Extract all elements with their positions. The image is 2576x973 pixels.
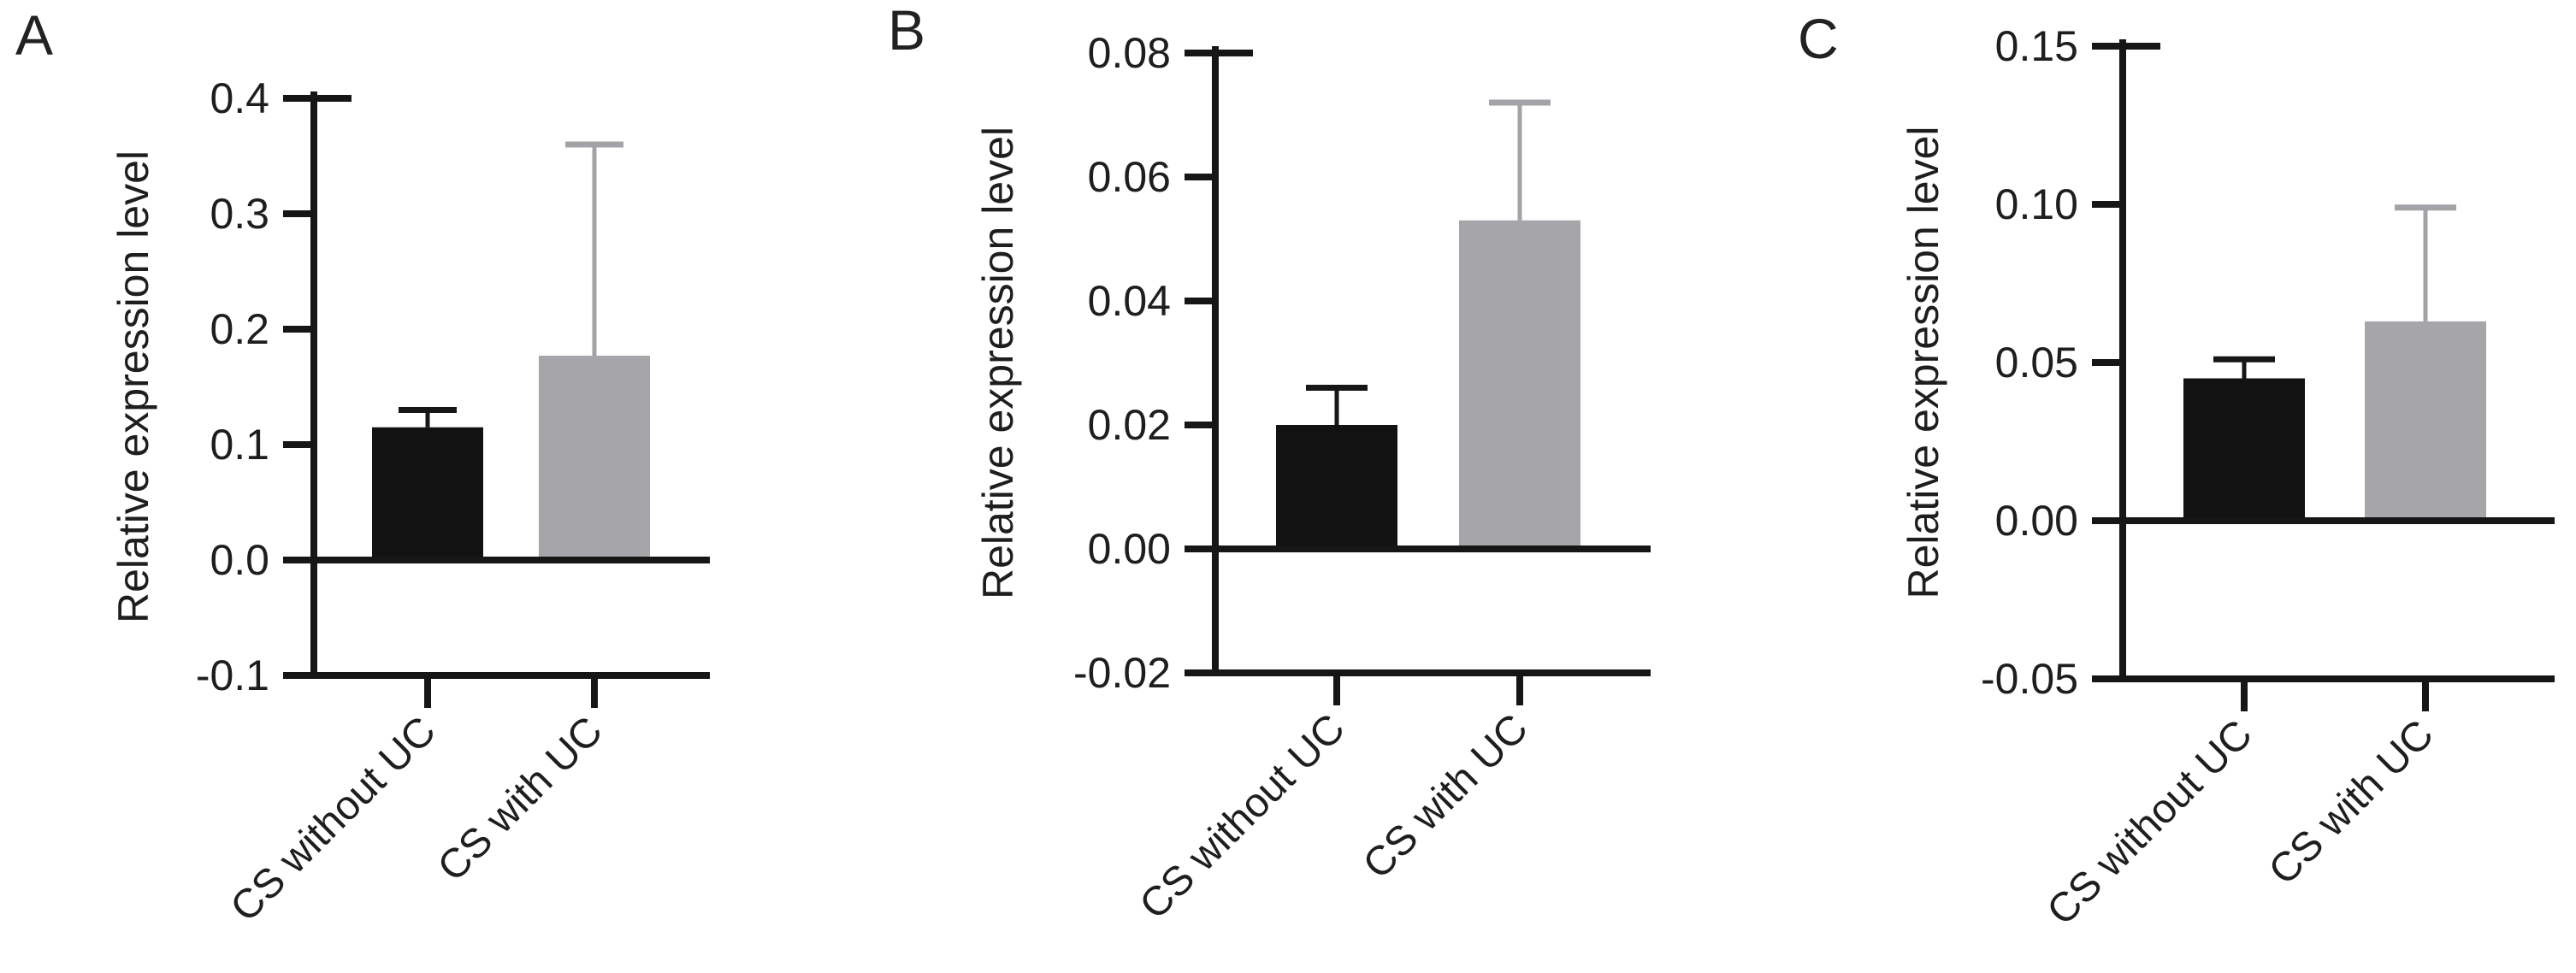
y-tick-label: 0.15 [1995,22,2078,70]
y-tick-label: 0.00 [1088,525,1171,573]
x-category-label: CS with UC [429,708,612,890]
x-category-label: CS without UC [2039,711,2261,934]
bar-chart-b: 0.08 0.06 0.04 0.02 0.00 -0.02 CS without UC CS… [974,29,1651,928]
y-tick-label: 0.06 [1088,153,1171,201]
y-axis-title: Relative expression level [109,150,157,623]
y-tick-label: 0.04 [1088,277,1171,325]
bar-cs-with-uc [539,356,650,563]
y-tick-label: 0.0 [210,536,269,584]
x-category-label: CS with UC [2260,711,2443,893]
y-tick-label: 0.00 [1995,497,2078,545]
x-category-label: CS without UC [1131,705,1354,928]
y-tick-label: -0.02 [1073,649,1171,697]
bar-cs-with-uc [1459,220,1580,552]
y-tick-label: 0.05 [1995,339,2078,386]
y-tick-label: -0.05 [1981,655,2078,703]
panel-c: C 0.15 0.10 0.05 0.00 -0.05 CS without UC CS w… [1717,0,2576,973]
panel-letter-a: A [15,3,55,67]
y-tick-label: 0.10 [1995,180,2078,228]
panel-a: A 0.4 0.3 0.2 0.1 0.0 -0.1 CS without UC CS wit… [0,0,859,973]
y-tick-label: 0.3 [210,190,269,238]
panel-letter-c: C [1798,7,1840,70]
y-tick-label: 0.2 [210,305,269,353]
x-category-label: CS with UC [1355,705,1537,887]
panel-b: B 0.08 0.06 0.04 0.02 0.00 -0.02 CS without UC… [859,0,1717,973]
y-tick-label: 0.08 [1088,29,1171,77]
bar-cs-with-uc [2365,321,2486,524]
y-tick-label: -0.1 [196,652,269,699]
y-tick-label: 0.1 [210,421,269,469]
y-axis-title: Relative expression level [974,127,1022,599]
y-tick-label: 0.02 [1088,401,1171,449]
bar-cs-without-uc [2183,378,2305,524]
bar-chart-c: 0.15 0.10 0.05 0.00 -0.05 CS without UC CS wit… [1900,22,2555,934]
y-tick-label: 0.4 [210,74,269,122]
panel-letter-b: B [888,0,927,62]
bar-cs-without-uc [372,427,483,563]
bar-cs-without-uc [1276,425,1397,552]
x-category-label: CS without UC [222,708,445,930]
y-axis-title: Relative expression level [1900,126,1947,599]
